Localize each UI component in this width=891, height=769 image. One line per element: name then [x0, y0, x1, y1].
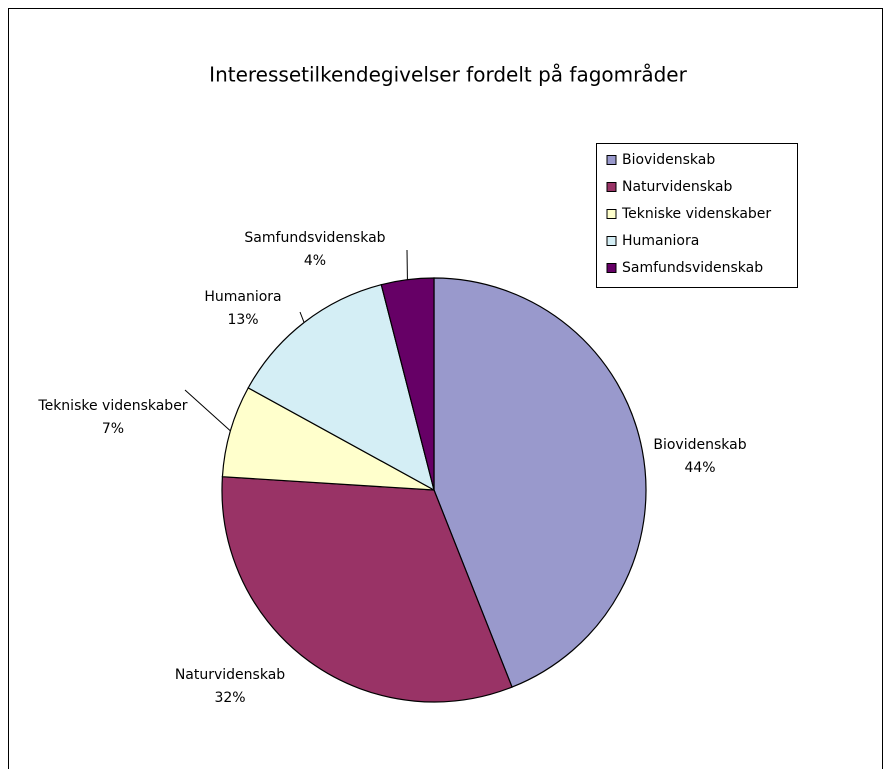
slice-value-label: 44%	[684, 460, 715, 476]
slice-value-label: 13%	[227, 312, 258, 328]
slice-label: Biovidenskab	[653, 437, 746, 453]
leader-line	[299, 311, 305, 323]
leader-line	[184, 389, 231, 432]
chart-title: Interessetilkendegivelser fordelt på fag…	[209, 63, 687, 87]
legend-swatch	[606, 263, 617, 273]
pie-slice	[433, 277, 647, 688]
slice-value-label: 4%	[304, 253, 326, 269]
legend-swatch	[606, 236, 617, 246]
pie-slice	[247, 283, 435, 492]
legend-label: Biovidenskab	[622, 152, 715, 168]
legend-box	[596, 143, 798, 288]
slice-label: Humaniora	[204, 289, 281, 305]
slice-label: Naturvidenskab	[175, 667, 285, 683]
pie-slice	[221, 476, 513, 703]
legend-swatch	[606, 155, 617, 165]
legend-label: Naturvidenskab	[622, 179, 732, 195]
legend-swatch	[606, 182, 617, 192]
legend-label: Samfundsvidenskab	[622, 260, 763, 276]
slice-value-label: 7%	[102, 421, 124, 437]
legend-swatch	[606, 209, 617, 219]
legend-label: Tekniske videnskaber	[621, 206, 771, 222]
slice-value-label: 32%	[214, 690, 245, 706]
slice-label: Tekniske videnskaber	[37, 398, 187, 414]
slice-label: Samfundsvidenskab	[244, 230, 385, 246]
pie-slice	[380, 277, 435, 491]
legend-label: Humaniora	[622, 233, 699, 249]
